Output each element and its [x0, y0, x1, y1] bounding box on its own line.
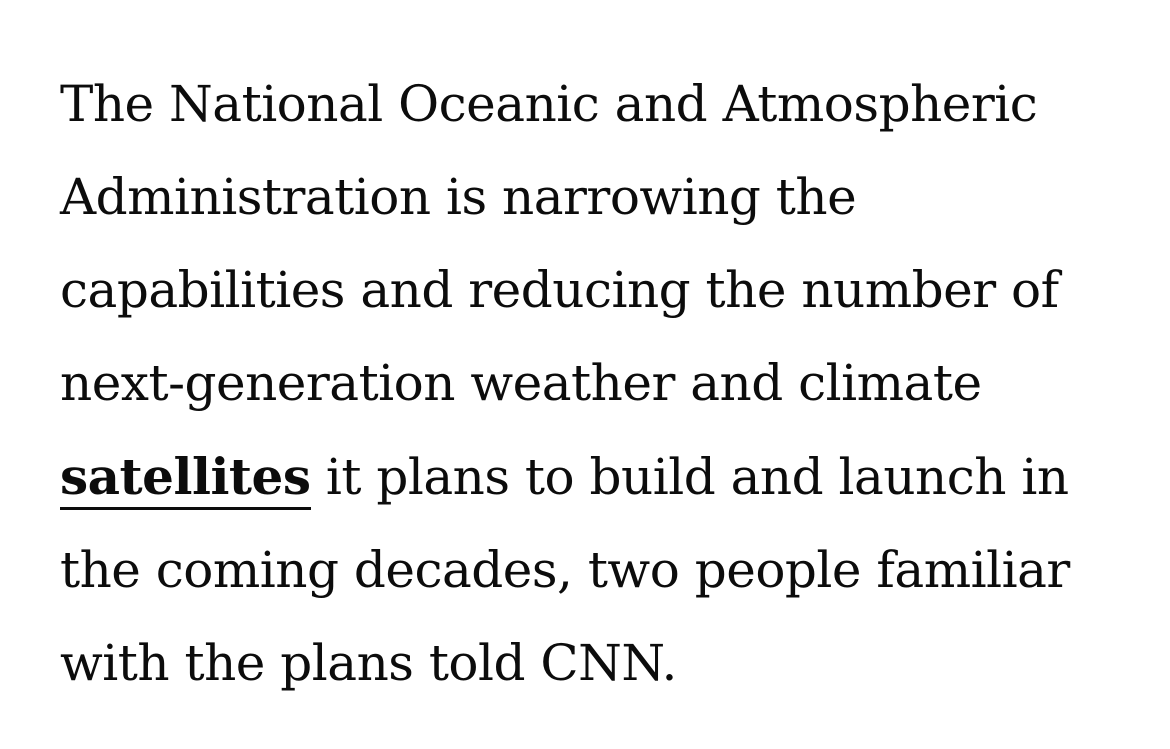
- paragraph-line-2: Administration is narrowing the: [60, 168, 857, 226]
- article-paragraph: The National Oceanic and Atmospheric Adm…: [60, 58, 1120, 710]
- paragraph-line-1: The National Oceanic and Atmospheric: [60, 75, 1038, 133]
- paragraph-line-3: capabilities and reducing the number of: [60, 261, 1059, 319]
- paragraph-line-6: the coming decades, two people familiar: [60, 541, 1070, 599]
- paragraph-line-5: satellites it plans to build and launch …: [60, 430, 1120, 524]
- paragraph-line-5-text: it plans to build and launch in: [310, 448, 1069, 506]
- paragraph-line-4: next-generation weather and climate: [60, 354, 982, 412]
- article-body: The National Oceanic and Atmospheric Adm…: [60, 58, 1120, 710]
- paragraph-line-7: with the plans told CNN.: [60, 634, 677, 692]
- satellites-link[interactable]: satellites: [60, 447, 311, 510]
